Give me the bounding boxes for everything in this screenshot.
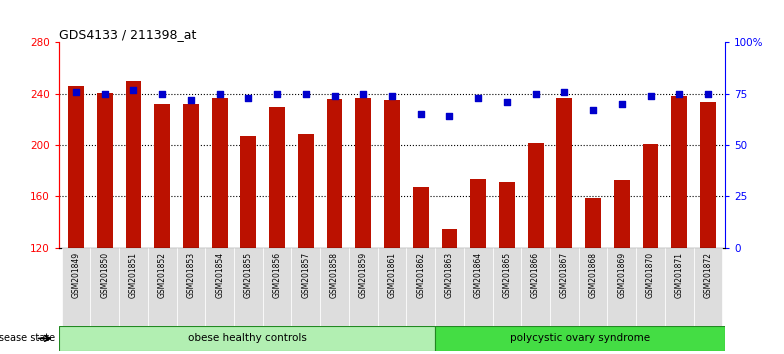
Bar (59, 326, 435, 351)
Bar (499, 182, 515, 248)
Point (529, 91, 542, 97)
Point (415, 112, 427, 117)
Bar (579, 248, 608, 326)
Bar (413, 188, 429, 248)
Text: GSM201864: GSM201864 (474, 252, 483, 298)
Text: GSM201861: GSM201861 (387, 252, 397, 298)
Text: GSM201859: GSM201859 (359, 252, 368, 298)
Text: GSM201857: GSM201857 (301, 252, 310, 298)
Text: GSM201849: GSM201849 (71, 252, 81, 298)
Point (127, 87, 140, 92)
Bar (378, 248, 406, 326)
Point (443, 114, 456, 119)
Bar (470, 178, 486, 248)
Bar (384, 100, 400, 248)
Point (213, 91, 226, 97)
Point (472, 95, 485, 101)
Bar (241, 136, 256, 248)
Bar (550, 248, 579, 326)
Text: GSM201850: GSM201850 (100, 252, 109, 298)
Text: GSM201851: GSM201851 (129, 252, 138, 298)
Point (702, 91, 714, 97)
Point (99, 91, 111, 97)
Bar (349, 248, 378, 326)
Bar (643, 144, 659, 248)
Text: GSM201870: GSM201870 (646, 252, 655, 298)
Bar (492, 248, 521, 326)
Bar (435, 248, 464, 326)
Bar (528, 143, 543, 248)
Bar (90, 248, 119, 326)
Text: GSM201855: GSM201855 (244, 252, 253, 298)
Bar (665, 248, 694, 326)
Text: GSM201854: GSM201854 (215, 252, 224, 298)
Text: GSM201863: GSM201863 (445, 252, 454, 298)
Text: GSM201862: GSM201862 (416, 252, 425, 298)
Point (586, 107, 599, 113)
Bar (97, 92, 113, 248)
Text: GSM201858: GSM201858 (330, 252, 339, 298)
Bar (62, 248, 90, 326)
Point (386, 93, 398, 99)
Bar (464, 248, 492, 326)
Point (299, 91, 312, 97)
Text: GSM201853: GSM201853 (187, 252, 195, 298)
Text: GSM201868: GSM201868 (589, 252, 597, 298)
Bar (263, 248, 292, 326)
Bar (298, 133, 314, 248)
Point (185, 97, 198, 103)
Text: GSM201872: GSM201872 (703, 252, 713, 298)
Bar (176, 248, 205, 326)
Bar (441, 229, 457, 248)
Bar (269, 107, 285, 248)
Point (270, 91, 283, 97)
Bar (694, 248, 722, 326)
Bar (119, 248, 148, 326)
Bar (608, 248, 636, 326)
Text: GSM201856: GSM201856 (273, 252, 281, 298)
Bar (234, 248, 263, 326)
Bar (125, 81, 141, 248)
Point (328, 93, 341, 99)
Bar (327, 99, 343, 248)
Bar (521, 248, 550, 326)
Text: GSM201869: GSM201869 (617, 252, 626, 298)
Bar (585, 198, 601, 248)
Point (70, 89, 82, 95)
Point (615, 101, 628, 107)
Point (644, 93, 657, 99)
Text: polycystic ovary syndrome: polycystic ovary syndrome (510, 333, 651, 343)
Bar (614, 180, 630, 248)
Bar (406, 248, 435, 326)
Bar (154, 104, 170, 248)
Text: GDS4133 / 211398_at: GDS4133 / 211398_at (59, 28, 196, 41)
Bar (700, 102, 716, 248)
Text: GSM201866: GSM201866 (531, 252, 540, 298)
Point (501, 99, 514, 105)
Bar (636, 248, 665, 326)
Bar (435, 326, 725, 351)
Bar (68, 86, 84, 248)
Point (673, 91, 685, 97)
Text: disease state: disease state (0, 333, 55, 343)
Bar (292, 248, 320, 326)
Bar (183, 104, 199, 248)
Point (357, 91, 369, 97)
Bar (320, 248, 349, 326)
Point (156, 91, 169, 97)
Bar (212, 98, 227, 248)
Text: GSM201867: GSM201867 (560, 252, 569, 298)
Bar (557, 98, 572, 248)
Text: GSM201871: GSM201871 (675, 252, 684, 298)
Text: GSM201852: GSM201852 (158, 252, 167, 298)
Text: GSM201865: GSM201865 (503, 252, 511, 298)
Text: obese healthy controls: obese healthy controls (187, 333, 307, 343)
Bar (671, 96, 687, 248)
Point (242, 95, 255, 101)
Bar (355, 98, 371, 248)
Bar (148, 248, 176, 326)
Point (558, 89, 571, 95)
Bar (205, 248, 234, 326)
